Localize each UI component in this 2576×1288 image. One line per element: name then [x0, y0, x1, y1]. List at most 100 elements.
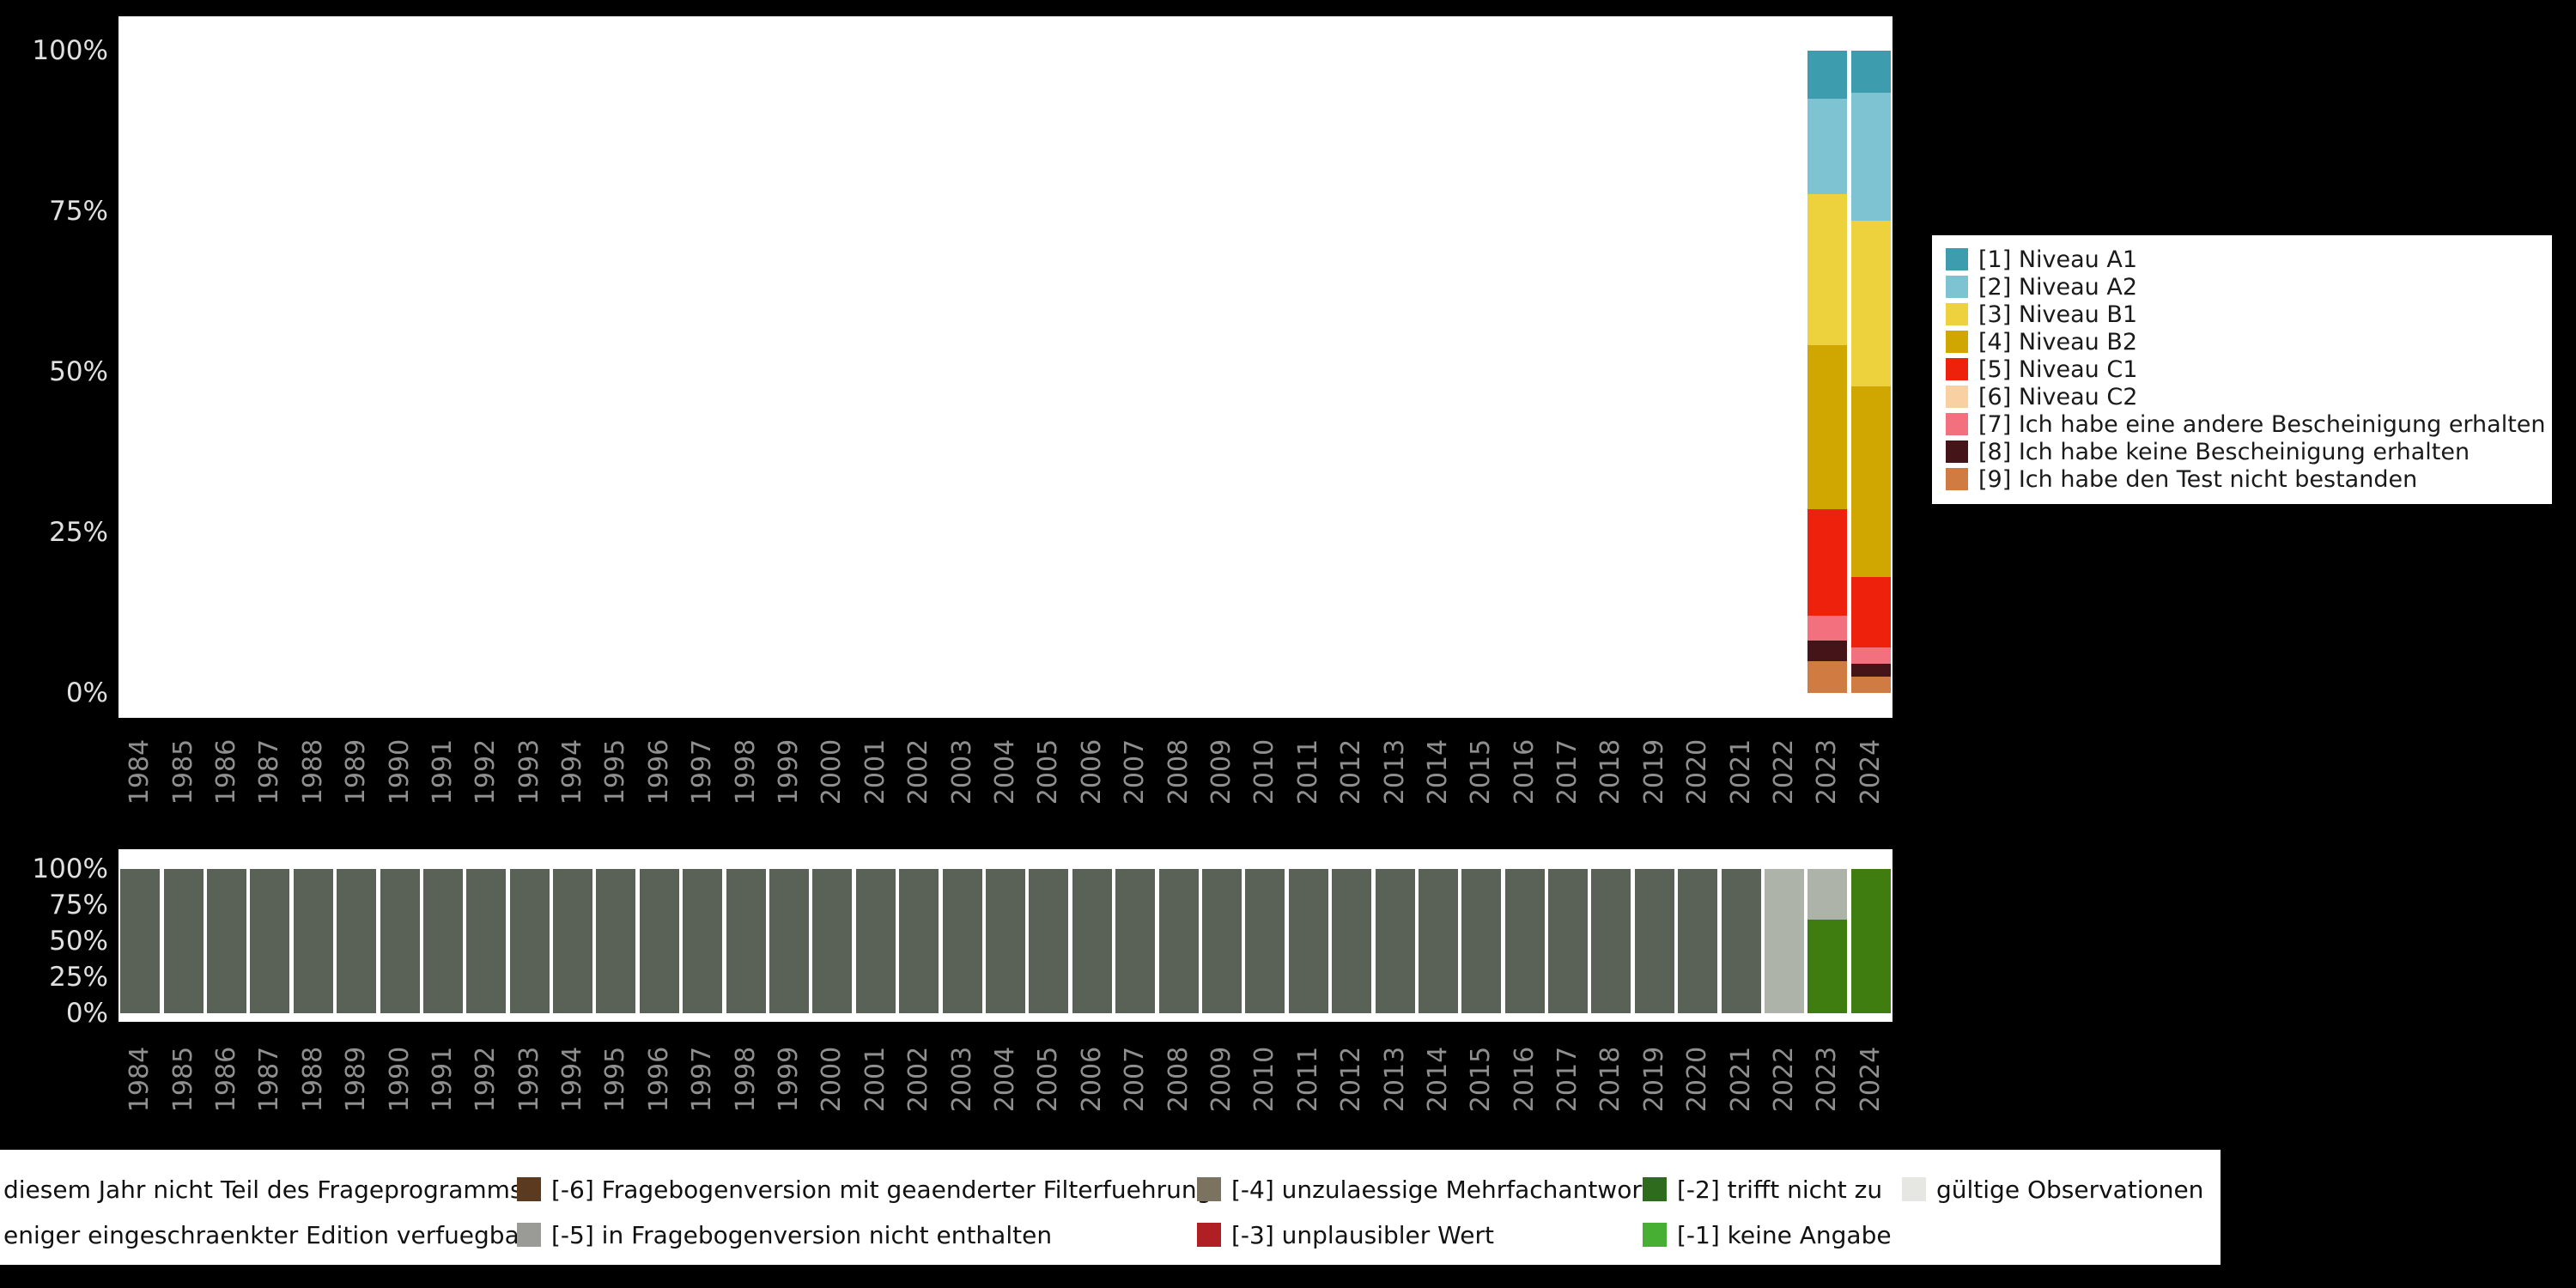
x-tick-label-2000: 2000	[817, 738, 848, 805]
x-tick-label-2001: 2001	[860, 1046, 890, 1113]
x-tick-label-2010: 2010	[1249, 1046, 1280, 1113]
y-tick-label: 0%	[65, 677, 108, 708]
x-tick-label-2013: 2013	[1379, 1046, 1410, 1113]
x-tick-label-1990: 1990	[384, 1046, 415, 1113]
x-tick-label-2016: 2016	[1509, 1046, 1540, 1113]
legend-item: [7] Ich habe eine andere Bescheinigung e…	[1946, 410, 2552, 438]
legend-item-label: [1] Niveau A1	[1978, 246, 2138, 273]
missing-chart-plot-area	[118, 849, 1893, 1022]
bar-2018	[1591, 869, 1631, 1013]
bar-segment	[422, 869, 463, 1013]
bar-segment	[1850, 869, 1891, 1013]
y-tick-label: 25%	[49, 517, 108, 548]
bar-2001	[855, 869, 896, 1013]
bar-segment	[1850, 576, 1891, 647]
bar-2006	[1072, 869, 1112, 1013]
bar-segment	[1850, 647, 1891, 665]
bar-segment	[1807, 99, 1848, 194]
bar-1988	[293, 869, 333, 1013]
bar-2004	[986, 869, 1025, 1013]
bar-2012	[1332, 869, 1372, 1013]
x-tick-label-1985: 1985	[167, 1046, 198, 1113]
missing-legend-item: [-4] unzulaessige Mehrfachantwort	[1197, 1175, 1651, 1204]
x-tick-label-2021: 2021	[1725, 738, 1756, 805]
bar-1994	[553, 869, 593, 1013]
legend-item: [9] Ich habe den Test nicht bestanden	[1946, 465, 2552, 493]
bar-segment	[206, 869, 246, 1013]
legend-swatch-icon	[1946, 303, 1968, 325]
legend-item-label: [-4] unzulaessige Mehrfachantwort	[1231, 1175, 1651, 1204]
x-tick-label-2011: 2011	[1292, 1046, 1323, 1113]
bar-1986	[206, 869, 246, 1013]
x-tick-label-2017: 2017	[1552, 738, 1583, 805]
bar-1999	[769, 869, 810, 1013]
missing-legend-item: [-2] trifft nicht zu	[1643, 1175, 1883, 1204]
bar-segment	[596, 869, 636, 1013]
bar-segment	[1807, 344, 1848, 510]
legend-item-label: [-3] unplausibler Wert	[1231, 1220, 1494, 1249]
bar-segment	[1029, 869, 1069, 1013]
x-tick-label-1987: 1987	[254, 1046, 285, 1113]
x-tick-label-1995: 1995	[600, 1046, 631, 1113]
x-tick-label-2001: 2001	[860, 738, 890, 805]
bar-2005	[1029, 869, 1069, 1013]
bar-1990	[380, 869, 420, 1013]
x-tick-label-2005: 2005	[1033, 1046, 1064, 1113]
bar-segment	[1288, 869, 1328, 1013]
x-tick-label-2023: 2023	[1812, 738, 1843, 805]
bar-1991	[422, 869, 463, 1013]
x-tick-label-2022: 2022	[1769, 738, 1800, 805]
x-tick-label-1990: 1990	[384, 738, 415, 805]
bar-segment	[250, 869, 290, 1013]
legend-item-label: [5] Niveau C1	[1978, 355, 2138, 383]
x-tick-label-2012: 2012	[1336, 1046, 1367, 1113]
x-tick-label-2016: 2016	[1509, 738, 1540, 805]
x-tick-label-2014: 2014	[1422, 738, 1453, 805]
bar-segment	[1634, 869, 1674, 1013]
bar-segment	[1765, 869, 1805, 1013]
bar-2014	[1418, 869, 1458, 1013]
legend-item-label: [-5] in Fragebogenversion nicht enthalte…	[551, 1220, 1053, 1249]
bar-2024	[1850, 869, 1891, 1013]
x-tick-label-2012: 2012	[1336, 738, 1367, 805]
x-tick-label-1988: 1988	[297, 1046, 328, 1113]
bar-segment	[1807, 509, 1848, 617]
bar-segment	[1807, 919, 1848, 1013]
bar-2016	[1504, 869, 1545, 1013]
bar-2009	[1201, 869, 1242, 1013]
legend-item: [5] Niveau C1	[1946, 355, 2552, 383]
x-tick-label-1984: 1984	[125, 738, 155, 805]
missing-legend-item: diesem Jahr nicht Teil des Frageprogramm…	[3, 1176, 523, 1204]
x-tick-label-1993: 1993	[513, 738, 544, 805]
bar-segment	[1158, 869, 1199, 1013]
x-tick-label-1999: 1999	[774, 1046, 805, 1113]
x-tick-label-2007: 2007	[1120, 1046, 1151, 1113]
main-chart-plot-area	[118, 16, 1893, 718]
legend-swatch-icon	[1946, 386, 1968, 408]
x-tick-label-2013: 2013	[1379, 738, 1410, 805]
legend-item-label: [-2] trifft nicht zu	[1677, 1175, 1883, 1204]
x-tick-label-2008: 2008	[1163, 1046, 1194, 1113]
x-tick-label-2024: 2024	[1855, 1046, 1886, 1113]
missing-legend-item: eniger eingeschraenkter Edition verfuegb…	[3, 1221, 529, 1249]
bar-2007	[1115, 869, 1156, 1013]
bar-2008	[1158, 869, 1199, 1013]
legend-swatch-icon	[1946, 468, 1968, 490]
missing-legend-item: [-1] keine Angabe	[1643, 1221, 1892, 1249]
bar-2020	[1678, 869, 1718, 1013]
x-tick-label-1992: 1992	[471, 1046, 501, 1113]
x-tick-label-2004: 2004	[990, 738, 1020, 805]
x-tick-label-2014: 2014	[1422, 1046, 1453, 1113]
legend-swatch-icon	[517, 1177, 541, 1201]
legend-swatch-icon	[1902, 1177, 1926, 1201]
x-tick-label-2019: 2019	[1638, 738, 1669, 805]
bar-2023	[1807, 51, 1848, 693]
bar-segment	[1850, 386, 1891, 577]
legend-swatch-icon	[1643, 1177, 1667, 1201]
bar-segment	[1721, 869, 1761, 1013]
missing-legend-item: [-3] unplausibler Wert	[1197, 1221, 1494, 1249]
bar-segment	[1072, 869, 1112, 1013]
legend-item: [8] Ich habe keine Bescheinigung erhalte…	[1946, 438, 2552, 465]
legend-swatch-icon	[1946, 358, 1968, 380]
bar-segment	[1245, 869, 1285, 1013]
